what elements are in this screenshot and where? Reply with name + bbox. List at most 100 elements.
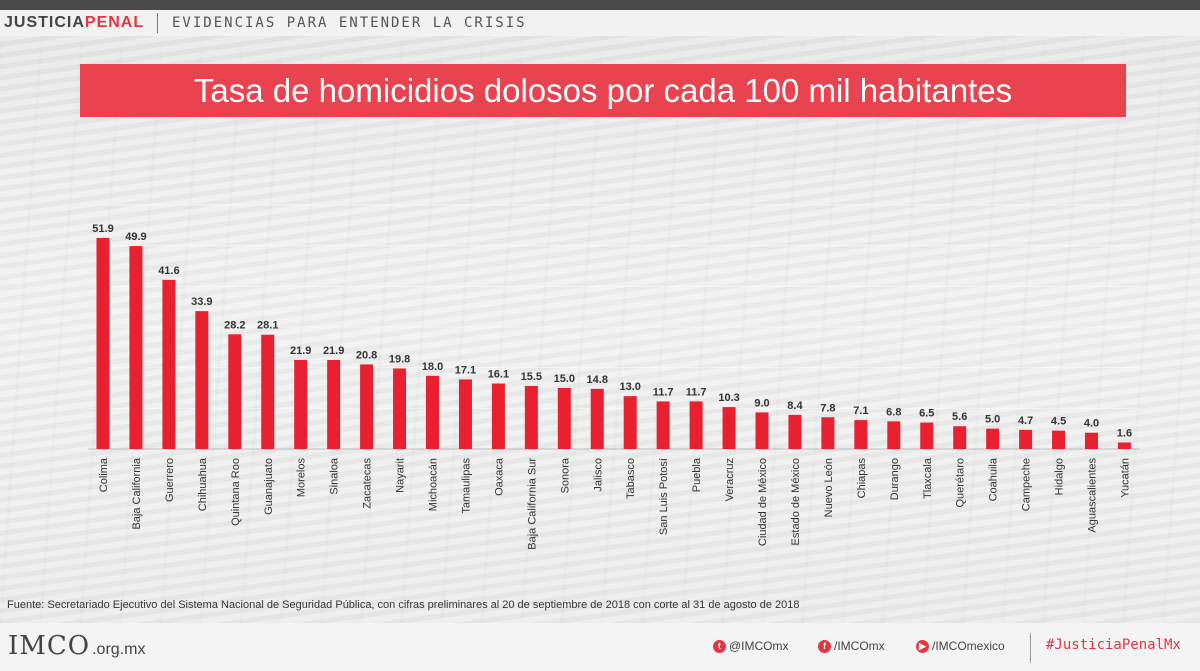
data-label: 16.1 [488,369,509,381]
youtube-link[interactable]: ▶ /IMCOmexico [916,639,1005,653]
category-label: Campeche [1021,458,1033,511]
category-label: Aguascalientes [1087,458,1099,533]
bar [426,375,439,449]
data-label: 11.7 [653,386,674,398]
category-label: San Luis Potosí [658,458,670,535]
data-label: 6.8 [886,406,901,418]
bar [393,368,407,449]
data-label: 17.1 [455,364,476,376]
category-label: Yucatán [1119,458,1131,498]
data-label: 4.5 [1051,416,1066,428]
footer-divider [1030,633,1031,663]
category-label: Durango [889,458,901,500]
bar [788,414,802,449]
data-label: 14.8 [587,374,608,386]
chart-title: Tasa de homicidios dolosos por cada 100 … [193,71,1013,109]
bar-chart: 51.9 Colima 49.9 Baja California 41.6 Guerrer… [88,204,1140,550]
imco-domain: .org.mx [92,641,146,658]
category-label: Baja California [131,457,143,529]
header-bar: JUSTICIA PENAL EVIDENCIAS PARA ENTENDER L… [0,10,1200,36]
bar [689,401,703,449]
facebook-icon: f [818,639,831,653]
category-label: Tlaxcala [922,457,934,499]
brand-divider [157,13,159,33]
facebook-link[interactable]: f /IMCOmx [818,639,885,653]
data-label: 5.6 [952,411,967,423]
hashtag-link[interactable]: #JusticiaPenalMx [1046,637,1181,653]
data-label: 10.3 [718,392,739,404]
bar [195,311,209,449]
brand-penal: PENAL [84,14,145,31]
tagline: EVIDENCIAS PARA ENTENDER LA CRISIS [172,15,527,31]
data-label: 13.0 [619,381,640,393]
category-label: Puebla [691,457,703,492]
bar [458,379,472,449]
data-label: 1.6 [1117,427,1132,439]
bar [557,388,571,449]
facebook-handle: /IMCOmx [834,639,885,653]
bar [129,246,143,449]
category-label: Quintana Roo [230,458,242,526]
source-note: Fuente: Secretariado Ejecutivo del Siste… [7,599,800,611]
data-label: 11.7 [686,386,707,398]
top-strip [0,0,1200,10]
category-label: Jalisco [592,458,604,492]
data-label: 7.1 [853,405,868,417]
category-label: Veracruz [724,458,736,501]
data-label: 28.1 [257,320,278,332]
bar [755,412,769,449]
bar [1117,442,1131,449]
category-label: Baja California Sur [526,458,538,550]
youtube-handle: /IMCOmexico [932,639,1005,653]
data-label: 7.8 [820,402,835,414]
bar [1085,432,1098,449]
category-label: Tamaulipas [460,458,472,514]
category-label: Morelos [296,458,308,498]
bar [986,428,1000,449]
bar [491,383,505,449]
data-label: 51.9 [92,223,113,235]
category-label: Estado de México [790,458,802,545]
bar [920,422,934,449]
twitter-icon: t [713,639,726,653]
category-label: Sonora [559,457,571,493]
footer: IMCO .org.mx t @IMCOmx f /IMCOmx ▶ /IMCO… [0,623,1200,671]
bar [96,237,110,449]
category-label: Guerrero [164,458,176,502]
bar [524,385,538,449]
data-label: 28.2 [224,319,245,331]
bar [1052,430,1066,449]
data-label: 33.9 [191,296,212,308]
data-label: 18.0 [422,361,443,373]
imco-logo-text: IMCO [8,631,91,661]
bar [1019,429,1033,449]
bar [953,426,967,449]
data-label: 4.7 [1018,415,1033,427]
category-label: Chiapas [856,458,868,499]
category-label: Nuevo León [823,458,835,517]
category-label: Sinaloa [329,457,341,495]
bar [327,359,341,449]
category-label: Colima [98,457,110,492]
data-label: 6.5 [919,408,934,420]
bar [821,417,835,449]
bar [294,359,308,449]
data-label: 49.9 [125,231,146,243]
youtube-icon: ▶ [916,639,929,653]
bar [887,421,901,449]
category-label: Zacatecas [362,458,374,509]
brand-logo: JUSTICIA PENAL [0,10,159,36]
bar [162,279,176,449]
data-label: 19.8 [389,353,410,365]
category-label: Querétaro [955,458,967,508]
category-label: Hidalgo [1054,458,1066,495]
category-label: Guanajuato [263,458,275,515]
twitter-link[interactable]: t @IMCOmx [713,639,789,653]
data-label: 5.0 [985,414,1000,426]
data-label: 20.8 [356,349,377,361]
bar [722,407,736,449]
bar [590,388,604,449]
bar [623,396,637,449]
bar [228,334,242,449]
category-label: Michoacán [428,458,440,511]
